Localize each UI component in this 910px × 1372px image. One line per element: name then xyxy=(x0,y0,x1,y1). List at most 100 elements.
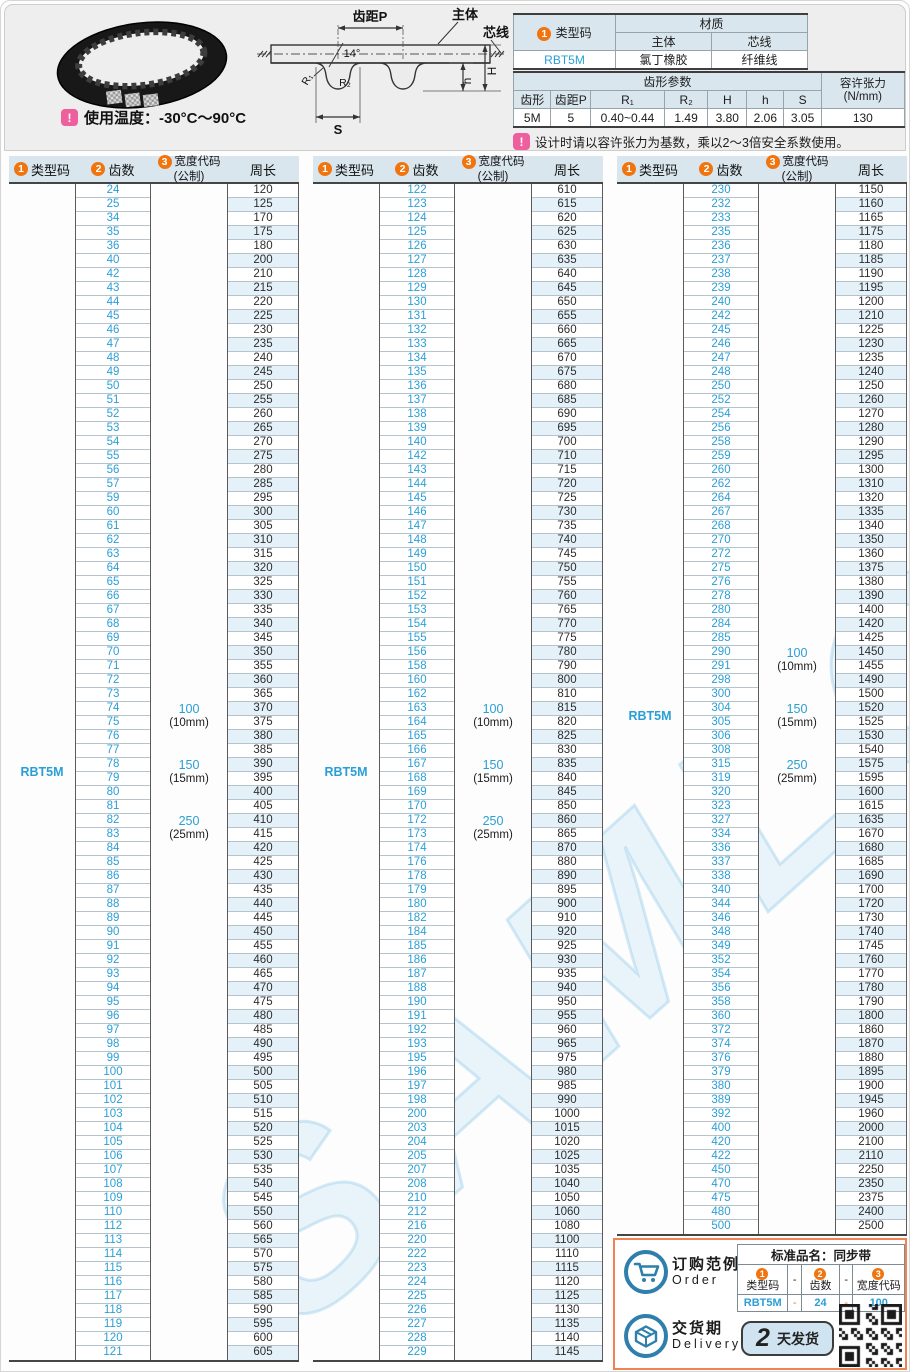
teeth-cell: 225 xyxy=(380,1290,454,1304)
type-code-label: RBT5M xyxy=(20,765,64,779)
circumference-cell: 565 xyxy=(228,1234,298,1248)
teeth-cell: 120 xyxy=(76,1332,150,1346)
order-title: 订购范例 Order xyxy=(672,1256,741,1287)
order-col-width: 3 宽度代码 xyxy=(852,1264,905,1295)
teeth-cell: 210 xyxy=(380,1192,454,1206)
val-pitch: 5 xyxy=(550,108,592,128)
circumference-cell: 2000 xyxy=(836,1122,906,1136)
teeth-cell: 98 xyxy=(76,1038,150,1052)
tooth-profile-diagram: 齿距P 主体 芯线 14° R₁ R₂ S h xyxy=(257,7,509,137)
teeth-cell: 179 xyxy=(380,884,454,898)
teeth-cell: 71 xyxy=(76,660,150,674)
teeth-cell: 66 xyxy=(76,590,150,604)
teeth-cell: 127 xyxy=(380,254,454,268)
teeth-cell: 376 xyxy=(684,1052,758,1066)
teeth-cell: 85 xyxy=(76,856,150,870)
circumference-cell: 1790 xyxy=(836,996,906,1010)
teeth-cell: 258 xyxy=(684,436,758,450)
teeth-cell: 124 xyxy=(380,212,454,226)
col-h: h xyxy=(746,90,785,109)
circumference-cell: 1420 xyxy=(836,618,906,632)
circumference-cell: 590 xyxy=(228,1304,298,1318)
teeth-cell: 78 xyxy=(76,758,150,772)
circumference-cell: 815 xyxy=(532,702,602,716)
r1-label: R₁ xyxy=(299,71,315,87)
circumference-cell: 720 xyxy=(532,478,602,492)
circumference-cell: 780 xyxy=(532,646,602,660)
teeth-cell: 75 xyxy=(76,716,150,730)
type-code-value: RBT5M xyxy=(513,50,616,70)
main-table-header-3: 1 类型码 2 齿数 3 宽度代码 (公制) 周长 xyxy=(617,155,907,184)
teeth-cell: 220 xyxy=(380,1234,454,1248)
circumference-cell: 1400 xyxy=(836,604,906,618)
circumference-cell: 635 xyxy=(532,254,602,268)
teeth-cell: 49 xyxy=(76,366,150,380)
teeth-cell: 100 xyxy=(76,1066,150,1080)
circumference-cell: 810 xyxy=(532,688,602,702)
teeth-cell: 156 xyxy=(380,646,454,660)
teeth-cell: 92 xyxy=(76,954,150,968)
circumference-cell: 800 xyxy=(532,674,602,688)
teeth-column: 122 123 124 125 126 127 128 129 130 131 132 133 134 1… xyxy=(379,184,455,1360)
circumference-cell: 1340 xyxy=(836,520,906,534)
circumference-cell: 640 xyxy=(532,268,602,282)
number-badge-3: 3 xyxy=(765,155,780,169)
circumference-cell: 330 xyxy=(228,590,298,604)
teeth-column: 24 25 34 35 36 40 42 43 44 45 46 47 48 49 50 51 52 53 54 55… xyxy=(75,184,151,1360)
teeth-cell: 121 xyxy=(103,1346,123,1358)
teeth-cell: 223 xyxy=(380,1262,454,1276)
teeth-cell: 267 xyxy=(684,506,758,520)
teeth-cell: 112 xyxy=(76,1220,150,1234)
teeth-cell: 285 xyxy=(684,632,758,646)
circumference-cell: 1575 xyxy=(836,758,906,772)
circumference-cell: 750 xyxy=(532,562,602,576)
circumference-cell: 960 xyxy=(532,1024,602,1038)
teeth-cell: 237 xyxy=(684,254,758,268)
circumference-cell: 715 xyxy=(532,464,602,478)
circumference-cell: 1000 xyxy=(532,1108,602,1122)
teeth-cell: 389 xyxy=(684,1094,758,1108)
teeth-cell: 304 xyxy=(684,702,758,716)
circumference-cell: 950 xyxy=(532,996,602,1010)
circumference-cell: 765 xyxy=(532,604,602,618)
teeth-cell: 358 xyxy=(684,996,758,1010)
teeth-cell: 93 xyxy=(76,968,150,982)
circumference-cell: 1135 xyxy=(532,1318,602,1332)
teeth-cell: 59 xyxy=(76,492,150,506)
teeth-cell: 126 xyxy=(380,240,454,254)
circumference-cell: 260 xyxy=(228,408,298,422)
teeth-cell: 191 xyxy=(380,1010,454,1024)
teeth-cell: 115 xyxy=(76,1262,150,1276)
circumference-cell: 225 xyxy=(228,310,298,324)
circumference-cell: 1350 xyxy=(836,534,906,548)
circumference-cell: 700 xyxy=(532,436,602,450)
teeth-cell: 248 xyxy=(684,366,758,380)
teeth-cell: 106 xyxy=(76,1150,150,1164)
teeth-cell: 128 xyxy=(380,268,454,282)
teeth-cell: 46 xyxy=(76,324,150,338)
teeth-cell: 123 xyxy=(380,198,454,212)
circumference-cell: 240 xyxy=(228,352,298,366)
circumference-cell: 610 xyxy=(532,184,602,198)
teeth-cell: 101 xyxy=(76,1080,150,1094)
teeth-cell: 346 xyxy=(684,912,758,926)
teeth-cell: 103 xyxy=(76,1108,150,1122)
circumference-cell: 1195 xyxy=(836,282,906,296)
circumference-cell: 530 xyxy=(228,1150,298,1164)
circumference-cell: 630 xyxy=(532,240,602,254)
order-example-box: 订购范例 Order 标准品名：同步带 1 类型码 - 2 齿数 - 3 宽度代码 R… xyxy=(613,1238,907,1370)
circumference-cell: 430 xyxy=(228,870,298,884)
circumference-cell: 1450 xyxy=(836,646,906,660)
belt-size-table-3: RBT5M 230 232 233 235 236 237 238 239 240 242 245 2… xyxy=(617,184,907,1236)
teeth-cell: 186 xyxy=(380,954,454,968)
teeth-cell: 228 xyxy=(380,1332,454,1346)
teeth-cell: 238 xyxy=(684,268,758,282)
teeth-cell: 88 xyxy=(76,898,150,912)
dash: - xyxy=(838,1264,854,1295)
teeth-cell: 250 xyxy=(684,380,758,394)
circumference-cell: 280 xyxy=(228,464,298,478)
circumference-cell: 650 xyxy=(532,296,602,310)
circumference-cell: 1540 xyxy=(836,744,906,758)
val-r2: 1.49 xyxy=(663,108,709,128)
teeth-cell: 174 xyxy=(380,842,454,856)
